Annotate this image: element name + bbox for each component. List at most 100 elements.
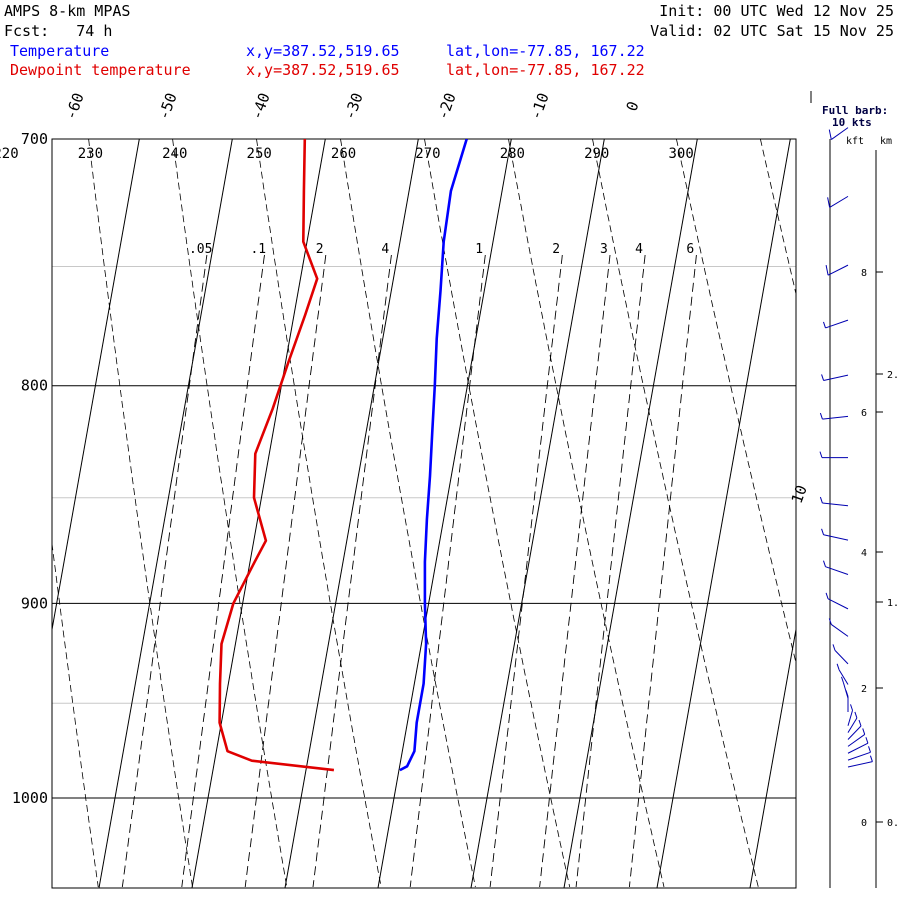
dry-adiabat-line xyxy=(844,139,900,887)
wind-barb-flag xyxy=(819,451,823,458)
legend-dewpoint-latlon: lat,lon=-77.85, 167.22 xyxy=(446,61,645,79)
wind-barb-flag xyxy=(821,528,825,535)
series-line-temperature xyxy=(399,139,468,772)
kft-tick-label: 6 xyxy=(861,408,867,419)
legend-dewpoint-name: Dewpoint temperature xyxy=(10,61,191,79)
adiabat-label: 290 xyxy=(584,146,609,162)
wind-barb-flag xyxy=(825,265,829,276)
wind-barb-flag xyxy=(819,412,823,420)
adiabat-label: 280 xyxy=(500,146,525,162)
mixing-ratio-line xyxy=(575,254,646,888)
isobar-label: 700 xyxy=(21,130,48,148)
valid-time: Valid: 02 UTC Sat 15 Nov 25 xyxy=(650,22,894,40)
dry-adiabat-line xyxy=(88,139,193,888)
dry-adiabat-line xyxy=(340,139,476,888)
mixing-ratio-line xyxy=(628,254,697,888)
kft-tick-label: 4 xyxy=(861,548,867,559)
isotherm-line xyxy=(843,139,900,888)
dry-adiabat-line xyxy=(592,139,759,888)
wind-barb-staff xyxy=(823,374,849,381)
wind-barb-flag xyxy=(827,197,831,208)
wind-barb-staff xyxy=(847,742,869,754)
wind-barb-staff xyxy=(847,710,853,726)
model-title: AMPS 8-km MPAS xyxy=(4,2,131,20)
wind-barb-flag xyxy=(836,663,840,670)
isotherm-line xyxy=(656,139,791,888)
wind-barb-flag xyxy=(825,592,829,600)
wind-barb-staff xyxy=(825,319,849,329)
mixing-ratio-label: 4 xyxy=(381,242,389,257)
legend-temperature-latlon: lat,lon=-77.85, 167.22 xyxy=(446,42,645,60)
isotherm-label: -50 xyxy=(155,90,181,122)
wind-barb-staff xyxy=(827,598,849,610)
wind-barb-staff xyxy=(838,669,849,685)
adiabat-label: 220 xyxy=(0,146,19,162)
mixing-ratio-label: 4 xyxy=(635,242,643,257)
isotherm-label: 0 xyxy=(623,99,643,114)
mixing-ratio-line xyxy=(539,254,611,888)
adiabat-label: 240 xyxy=(162,146,187,162)
mixing-ratio-label: 1 xyxy=(475,242,483,257)
adiabat-label: 260 xyxy=(331,146,356,162)
wind-barb-staff xyxy=(823,534,849,541)
wind-barb-staff xyxy=(830,127,849,140)
adiabat-label: 270 xyxy=(415,146,440,162)
isotherm-line xyxy=(0,139,46,888)
wind-barb-flag xyxy=(862,728,866,735)
wind-barb-staff xyxy=(847,734,866,747)
isotherm-line xyxy=(52,139,140,633)
km-tick-label: 1. xyxy=(887,598,899,609)
isobar-label: 900 xyxy=(21,594,48,612)
wind-barb-flag xyxy=(828,129,832,140)
wind-barb-flag xyxy=(828,618,832,625)
forecast-hour: Fcst: 74 h xyxy=(4,22,113,40)
isotherm-line xyxy=(563,139,698,888)
wind-barb-flag xyxy=(854,711,858,719)
mixing-ratio-label: 2 xyxy=(316,242,324,257)
isotherm-label: -60 xyxy=(62,90,88,122)
kft-tick-label: 8 xyxy=(861,268,867,279)
adiabat-label: 300 xyxy=(668,146,693,162)
wind-barb-flag xyxy=(821,374,825,381)
mixing-ratio-line xyxy=(409,254,486,888)
wind-barb-flag xyxy=(858,719,862,727)
kft-axis-label: kft xyxy=(846,136,864,147)
wind-barb-staff xyxy=(827,264,849,276)
mixing-ratio-label: 6 xyxy=(686,242,694,257)
isotherm-line xyxy=(377,139,512,888)
isotherm-line xyxy=(749,626,796,888)
mixing-ratio-line xyxy=(181,254,265,888)
wind-barb-flag xyxy=(832,644,836,651)
adiabat-label: 230 xyxy=(78,146,103,162)
kft-tick-label: 0 xyxy=(861,818,867,829)
wind-barb-staff xyxy=(847,751,871,761)
isotherm-label: -20 xyxy=(434,90,460,122)
init-time: Init: 00 UTC Wed 12 Nov 25 xyxy=(659,2,894,20)
dry-adiabat-line xyxy=(52,540,99,888)
wind-barb-staff xyxy=(847,717,858,733)
wind-barb-flag xyxy=(869,755,873,762)
wind-barb-flag xyxy=(841,676,844,684)
km-tick-label: 2. xyxy=(887,370,899,381)
mixing-ratio-label: .1 xyxy=(250,242,266,257)
kft-tick-label: 2 xyxy=(861,684,867,695)
wind-barb-staff xyxy=(830,624,849,637)
mixing-ratio-label: .05 xyxy=(189,242,212,257)
dry-adiabat-line xyxy=(676,139,796,665)
isotherm-line xyxy=(98,139,233,888)
isobar-label: 1000 xyxy=(12,789,48,807)
legend-dewpoint-coords: x,y=387.52,519.65 xyxy=(246,61,400,79)
km-tick-label: 0. xyxy=(887,818,899,829)
wind-barb-flag xyxy=(823,560,826,567)
wind-barb-staff xyxy=(822,502,849,507)
km-axis-label: km xyxy=(880,136,892,147)
full-barb-label: Full barb: xyxy=(822,104,888,117)
wind-barb-staff xyxy=(825,566,849,575)
dry-adiabat-line xyxy=(0,139,4,887)
wind-barb-flag xyxy=(823,321,826,329)
dry-adiabat-line xyxy=(760,139,796,296)
wind-barb-staff xyxy=(829,195,849,208)
isotherm-line xyxy=(470,139,605,888)
dry-adiabat-line xyxy=(508,139,665,888)
